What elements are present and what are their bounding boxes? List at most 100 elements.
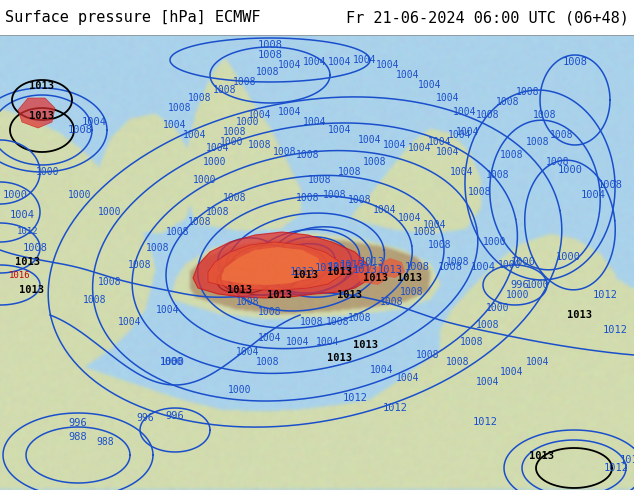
Text: 1008: 1008 [188, 217, 212, 227]
Text: 1008: 1008 [476, 110, 500, 120]
Text: 1013: 1013 [328, 267, 353, 277]
Text: 1012: 1012 [602, 325, 628, 335]
Text: 1012: 1012 [604, 463, 628, 473]
Text: 1013: 1013 [268, 290, 292, 300]
Text: 1004: 1004 [450, 167, 474, 177]
Text: 1008: 1008 [380, 297, 404, 307]
Polygon shape [222, 247, 322, 285]
Text: 1013: 1013 [228, 285, 252, 295]
Text: 1004: 1004 [526, 357, 550, 367]
Text: 1008: 1008 [476, 320, 500, 330]
Text: 1008: 1008 [400, 287, 424, 297]
Polygon shape [378, 258, 405, 278]
Text: 1012: 1012 [17, 227, 39, 237]
Text: 1008: 1008 [486, 170, 510, 180]
Text: 1000: 1000 [193, 175, 217, 185]
Text: Surface pressure [hPa] ECMWF: Surface pressure [hPa] ECMWF [5, 10, 261, 25]
Text: 1013: 1013 [359, 257, 384, 267]
Text: 1012: 1012 [472, 417, 498, 427]
Text: 1008: 1008 [308, 175, 332, 185]
Text: 1004: 1004 [303, 117, 327, 127]
Text: 1013: 1013 [20, 285, 44, 295]
Text: 1008: 1008 [257, 50, 283, 60]
Text: 1008: 1008 [446, 257, 470, 267]
Text: 1008: 1008 [128, 260, 152, 270]
Text: 1004: 1004 [278, 60, 302, 70]
Text: 1004: 1004 [383, 140, 407, 150]
Text: 1004: 1004 [448, 130, 472, 140]
Text: 1008: 1008 [562, 57, 588, 67]
Polygon shape [193, 232, 368, 298]
Text: 996: 996 [136, 413, 154, 423]
Text: 1000: 1000 [3, 190, 27, 200]
Text: 1008: 1008 [446, 357, 470, 367]
Text: 1004: 1004 [156, 305, 180, 315]
Text: 1008: 1008 [67, 125, 93, 135]
Text: 1013: 1013 [567, 310, 593, 320]
Text: 1004: 1004 [358, 135, 382, 145]
Text: 1008: 1008 [404, 262, 429, 272]
Text: 1000: 1000 [510, 257, 536, 267]
Text: 1013: 1013 [377, 265, 403, 275]
Text: 1004: 1004 [303, 57, 327, 67]
Text: 988: 988 [96, 437, 114, 447]
Text: 1012: 1012 [382, 403, 408, 413]
Text: 1008: 1008 [258, 307, 281, 317]
Text: 1008: 1008 [22, 243, 48, 253]
Text: 1013: 1013 [15, 257, 41, 267]
Text: 1008: 1008 [223, 193, 247, 203]
Text: 1000: 1000 [236, 117, 260, 127]
FancyBboxPatch shape [0, 0, 634, 35]
Text: 1008: 1008 [437, 262, 462, 272]
Text: 1004: 1004 [408, 143, 432, 153]
Text: 1008: 1008 [296, 150, 320, 160]
Text: 1004: 1004 [418, 80, 442, 90]
Polygon shape [358, 265, 388, 285]
Text: 1004: 1004 [500, 367, 524, 377]
Text: 1008: 1008 [213, 85, 236, 95]
Text: 1013: 1013 [398, 273, 422, 283]
Text: 1008: 1008 [363, 157, 387, 167]
Text: 1004: 1004 [376, 60, 400, 70]
Text: 1004: 1004 [428, 137, 452, 147]
Text: 1012: 1012 [619, 455, 634, 465]
Text: 1000: 1000 [36, 167, 60, 177]
Text: 1008: 1008 [256, 357, 280, 367]
Text: 1008: 1008 [301, 317, 324, 327]
Text: 1012: 1012 [593, 290, 618, 300]
Text: 1004: 1004 [456, 127, 480, 137]
Text: 1008: 1008 [597, 180, 623, 190]
Text: 988: 988 [68, 432, 87, 442]
Text: 996: 996 [165, 411, 184, 421]
Text: 1013: 1013 [30, 81, 55, 91]
Polygon shape [208, 242, 342, 290]
Text: 1000: 1000 [498, 260, 522, 270]
Text: 1004: 1004 [236, 347, 260, 357]
Text: 1008: 1008 [516, 87, 540, 97]
Text: 1008: 1008 [348, 195, 372, 205]
Text: 1013: 1013 [353, 340, 377, 350]
Text: 1008: 1008 [256, 67, 280, 77]
Text: 1008: 1008 [296, 193, 320, 203]
Text: 1004: 1004 [119, 317, 142, 327]
Text: 1004: 1004 [453, 107, 477, 117]
Text: 1004: 1004 [436, 93, 460, 103]
Text: 1013: 1013 [328, 353, 353, 363]
Text: 1000: 1000 [160, 357, 184, 367]
Text: 996: 996 [68, 418, 87, 428]
Text: 1008: 1008 [146, 243, 170, 253]
Text: 996: 996 [510, 280, 529, 290]
Text: 1008: 1008 [460, 337, 484, 347]
Text: 1004: 1004 [82, 117, 107, 127]
Text: 1008: 1008 [273, 147, 297, 157]
Text: 1000: 1000 [526, 280, 550, 290]
Text: 1004: 1004 [286, 337, 310, 347]
Text: 1013: 1013 [353, 265, 377, 275]
Text: 1004: 1004 [396, 70, 420, 80]
Text: 1013: 1013 [328, 262, 353, 272]
Text: 1000: 1000 [160, 357, 184, 367]
Text: 1004: 1004 [10, 210, 34, 220]
Text: 1004: 1004 [258, 333, 281, 343]
Text: 1000: 1000 [228, 385, 252, 395]
Text: 1004: 1004 [353, 55, 377, 65]
